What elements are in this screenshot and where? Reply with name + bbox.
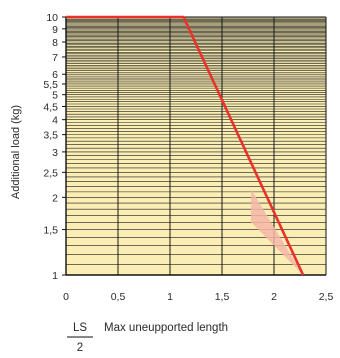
y-tick-label: 3: [52, 147, 58, 159]
x-tick-label: 1: [167, 291, 173, 303]
y-tick-label: 6: [52, 69, 58, 81]
y-tick-label: 2,5: [43, 167, 58, 179]
x-axis-label: Max uneupported length: [104, 322, 228, 334]
y-tick-label: 7: [52, 52, 58, 64]
series-line: [66, 15, 305, 276]
y-tick-label: 3,5: [43, 130, 58, 142]
x-tick-label: 2: [271, 291, 277, 303]
x-tick-label: 2,5: [319, 291, 334, 303]
x-label-fraction-numerator: LS: [73, 322, 87, 334]
y-tick-label: 5,5: [43, 79, 58, 91]
shaded-band: [251, 189, 304, 275]
y-axis-label: Additional load (kg): [10, 105, 22, 199]
plot-background: [66, 17, 326, 275]
x-tick-label: 1,5: [215, 291, 230, 303]
y-tick-label: 10: [46, 12, 58, 24]
x-tick-label: 0,5: [111, 291, 126, 303]
y-tick-label: 4,5: [43, 101, 58, 113]
y-tick-label: 8: [52, 37, 58, 49]
y-tick-label: 1: [52, 270, 58, 282]
y-tick-label: 9: [52, 24, 58, 36]
y-tick-label: 2: [52, 192, 58, 204]
y-tick-label: 4: [52, 115, 58, 127]
x-label-fraction-denominator: 2: [77, 342, 83, 353]
x-tick-label: 0: [63, 291, 69, 303]
y-tick-label: 5: [52, 90, 58, 102]
y-tick-label: 1,5: [43, 225, 58, 237]
